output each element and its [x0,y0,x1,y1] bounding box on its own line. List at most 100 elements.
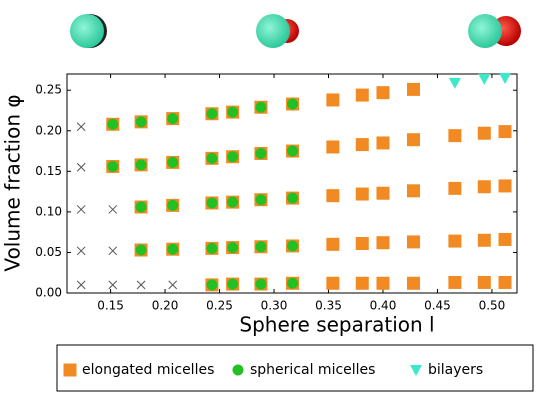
triangle-marker [410,365,422,376]
square-marker [498,275,512,289]
square-marker [406,133,420,147]
x-tick-label: 0.45 [424,299,451,313]
square-marker [498,125,512,139]
cross-marker [136,280,146,290]
square-marker [355,237,369,251]
circle-marker [287,277,299,289]
circle-marker [227,196,239,208]
plot-frame [66,73,518,294]
circle-marker [135,244,147,256]
square-marker [326,140,340,154]
square-marker [477,275,491,289]
circle-marker [255,278,267,290]
circle-marker [167,199,179,211]
triangle-marker [499,73,512,85]
square-marker [355,276,369,290]
circle-marker [206,152,218,164]
circle-marker [167,113,179,125]
circle-marker [232,364,244,376]
square-marker [406,82,420,96]
circle-marker [255,194,267,206]
icon-sphere [256,14,290,48]
square-marker [355,187,369,201]
circle-marker [227,278,239,290]
icon-sphere [70,14,104,48]
y-tick-label: 0.05 [35,245,62,259]
square-marker [448,234,462,248]
cross-marker [108,246,118,256]
square-marker [376,276,390,290]
x-tick-label: 0.50 [479,299,506,313]
circle-marker [107,160,119,172]
triangle-marker [448,77,461,89]
square-marker [477,233,491,247]
square-marker [376,186,390,200]
y-tick-label: 0.15 [35,164,62,178]
square-marker [376,136,390,150]
circle-marker [255,241,267,253]
cross-marker [76,280,86,290]
circle-marker [227,106,239,118]
cross-marker [76,205,86,214]
y-tick-label: 0.10 [35,204,62,218]
y-axis-label: Volume fraction φ [1,94,25,271]
circle-marker [206,108,218,120]
circle-marker [107,118,119,130]
circle-marker [135,116,147,128]
square-marker [326,93,340,107]
x-tick-label: 0.30 [261,299,288,313]
circle-marker [206,242,218,254]
cross-marker [108,205,118,214]
circle-marker [287,192,299,204]
circle-marker [255,101,267,113]
circle-marker [287,240,299,252]
square-marker [477,180,491,194]
x-tick-label: 0.35 [315,299,342,313]
x-tick-label: 0.15 [97,299,124,313]
circle-marker [287,98,299,110]
square-marker [477,126,491,140]
cross-marker [108,280,118,290]
square-marker [498,232,512,246]
square-marker [448,275,462,289]
circle-marker [206,197,218,209]
circle-marker [167,156,179,168]
y-tick-label: 0.20 [35,123,62,137]
square-marker [406,184,420,198]
square-marker [406,276,420,290]
legend-label: elongated micelles [82,362,214,378]
circle-marker [167,243,179,255]
x-tick-label: 0.20 [152,299,179,313]
icon-sphere [468,14,502,48]
x-tick-label: 0.25 [206,299,233,313]
square-marker [448,181,462,195]
legend-label: bilayers [428,362,483,378]
triangle-marker [478,73,491,85]
circle-marker [227,242,239,254]
x-axis-label: Sphere separation l [239,313,434,337]
circle-marker [255,147,267,159]
circle-marker [227,151,239,163]
circle-marker [135,159,147,171]
legend-box [56,344,534,392]
cross-marker [76,122,86,132]
y-tick-label: 0.00 [35,286,62,300]
square-marker [376,236,390,250]
square-marker [326,276,340,290]
square-marker [376,86,390,100]
circle-marker [206,279,218,291]
y-tick-label: 0.25 [35,83,62,97]
circle-marker [287,145,299,157]
cross-marker [76,246,86,256]
cross-marker [76,162,86,172]
square-marker [406,235,420,249]
square-marker [326,237,340,251]
square-marker [355,138,369,152]
square-marker [355,88,369,102]
x-tick-label: 0.40 [370,299,397,313]
square-marker [448,129,462,143]
circle-marker [135,201,147,213]
legend-label: spherical micelles [250,362,375,378]
square-marker [498,179,512,193]
